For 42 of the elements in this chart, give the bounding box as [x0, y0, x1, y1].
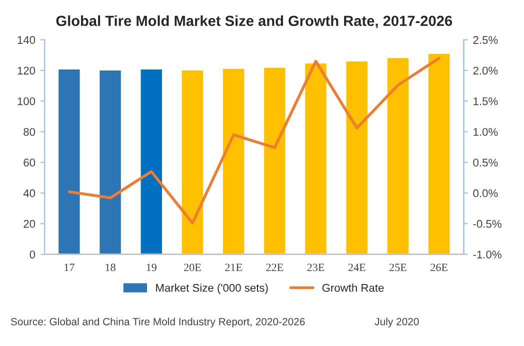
chart-title: Global Tire Mold Market Size and Growth Rate, 2017-2026	[56, 15, 452, 28]
y-tick-label: 140	[18, 36, 36, 44]
x-tick-label: 18	[106, 264, 116, 272]
y2-tick-label: 2.0%	[473, 66, 498, 75]
x-tick-label: 25E	[390, 264, 406, 272]
y2-tick-label: -1.0%	[473, 250, 502, 258]
x-tick-label: 19	[146, 264, 156, 272]
bar	[98, 69, 122, 254]
x-tick-label: 21E	[225, 264, 242, 272]
y2-tick-label: 2.5%	[473, 36, 498, 44]
bar	[180, 69, 204, 254]
bar	[386, 56, 410, 254]
x-tick-label: 22E	[266, 264, 284, 272]
legend-label: Growth Rate	[322, 284, 384, 292]
y-tick-label: 40	[23, 189, 36, 198]
bar	[304, 62, 328, 254]
y-tick-label: 80	[24, 128, 36, 136]
bar	[262, 66, 287, 254]
y2-tick-label: -0.5%	[473, 220, 502, 228]
x-tick-label: 23E	[307, 264, 324, 272]
bar	[427, 52, 452, 254]
bar	[344, 60, 369, 254]
legend-label: Market Size ('000 sets)	[156, 284, 268, 294]
y2-tick-label: 1.0%	[474, 128, 498, 136]
bar	[57, 68, 82, 254]
bar	[139, 68, 164, 254]
y2-tick-label: 1.5%	[474, 97, 498, 106]
x-tick-label: 24E	[348, 264, 366, 272]
y-tick-label: 0	[30, 250, 36, 258]
y-tick-label: 120	[18, 66, 36, 75]
y-tick-label: 60	[24, 158, 36, 167]
x-tick-label: 26E	[430, 264, 448, 272]
bar	[222, 67, 246, 254]
y-tick-label: 20	[24, 220, 36, 228]
x-tick-label: 20E	[184, 264, 201, 272]
text: July 2020	[374, 318, 419, 328]
x-tick-label: 17	[64, 264, 74, 272]
line-series	[68, 56, 440, 224]
y-tick-label: 100	[18, 97, 36, 106]
source-note: Source: Global and China Tire Mold Industry Report, 2020-2026	[10, 318, 305, 328]
y2-tick-label: 0.0%	[473, 189, 498, 198]
y2-tick-label: 0.5%	[473, 158, 498, 167]
